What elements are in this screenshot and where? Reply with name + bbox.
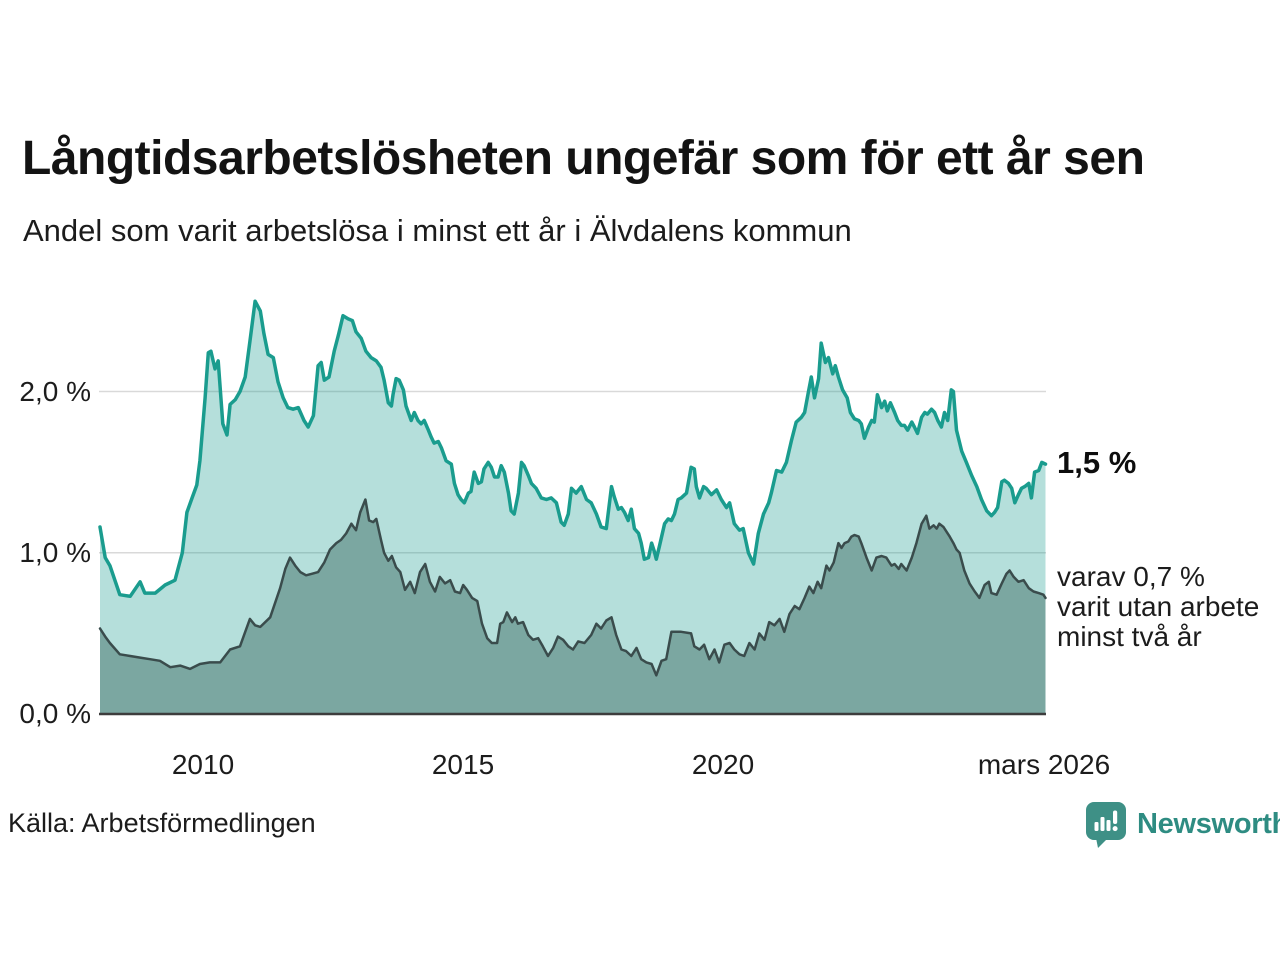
- line-unemployed-1yr: [98, 299, 1048, 599]
- newsworthy-logo: Newsworthy: [1085, 801, 1280, 849]
- x-axis-tick-label: 2015: [431, 749, 495, 780]
- newsworthy-logo-icon: [1086, 802, 1126, 848]
- y-axis-tick-label: 2,0 %: [19, 375, 91, 407]
- y-axis-tick-label: 0,0 %: [19, 698, 91, 729]
- secondary-value-annotation: varav 0,7 % varit utan arbete minst två år: [1057, 560, 1260, 652]
- newsworthy-logo-text: Newsworthy: [1137, 808, 1280, 840]
- source-note: Källa: Arbetsförmedlingen: [8, 808, 316, 838]
- x-axis-tick-label: mars 2026: [977, 749, 1111, 780]
- page-title: Långtidsarbetslösheten ungefär som för e…: [22, 132, 1145, 185]
- area-unemployed-2yr: [100, 499, 1046, 714]
- page-subtitle: Andel som varit arbetslösa i minst ett å…: [23, 213, 852, 248]
- x-axis-tick-label: 2010: [171, 749, 235, 780]
- latest-value-annotation: 1,5 %: [1057, 445, 1137, 481]
- secondary-annotation-line: varav 0,7 %: [1057, 560, 1205, 592]
- secondary-annotation-line: minst två år: [1057, 620, 1202, 652]
- y-axis-tick-label: 1,0 %: [19, 536, 91, 568]
- line-unemployed-2yr: [98, 498, 1047, 677]
- x-axis-tick-label: 2020: [691, 749, 755, 780]
- secondary-annotation-line: varit utan arbete: [1057, 590, 1260, 622]
